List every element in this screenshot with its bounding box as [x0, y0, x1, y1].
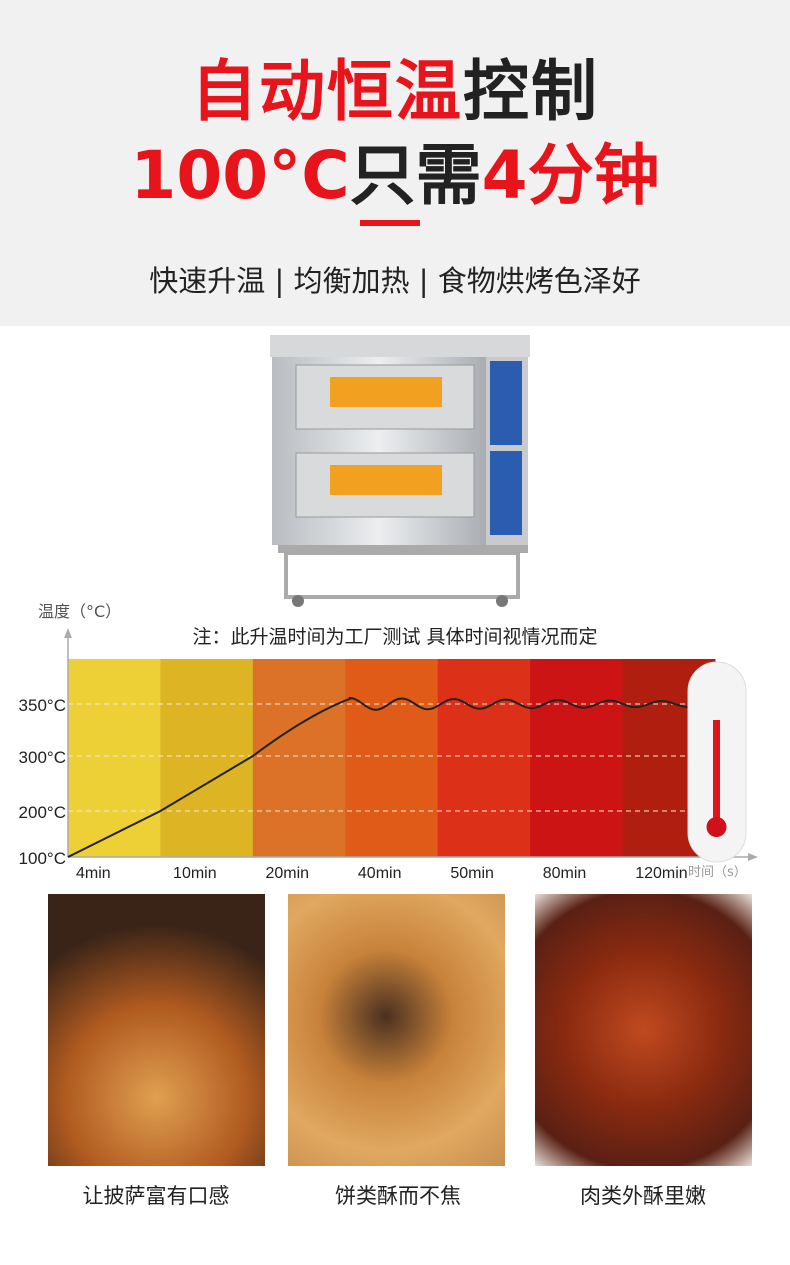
- y-tick-label: 100°C: [19, 849, 66, 868]
- chart-band: [252, 659, 346, 857]
- chart-band: [160, 659, 254, 857]
- x-tick-label: 120min: [635, 865, 687, 882]
- chart-band: [345, 659, 439, 857]
- x-tick-label: 50min: [450, 865, 494, 882]
- x-axis-arrow: [748, 853, 758, 861]
- oven-image: [270, 335, 530, 607]
- x-tick-label: 4min: [76, 865, 111, 882]
- temperature-chart: 100°C 200°C 300°C 350°C 4min 10min 20min 40min 5…: [19, 628, 758, 882]
- headline-1: 自动恒温控制: [191, 53, 599, 130]
- chart-band: [437, 659, 531, 857]
- chart-note: 注：此升温时间为工厂测试 具体时间视情况而定: [192, 626, 598, 648]
- temperature-curve: [67, 696, 688, 858]
- chart-band: [68, 659, 161, 857]
- y-axis-label: 温度（°C）: [38, 602, 122, 621]
- subtitle: 快速升温 | 均衡加热 | 食物烘烤色泽好: [149, 264, 641, 298]
- divider: [360, 220, 420, 226]
- food-caption: 肉类外酥里嫩: [580, 1184, 706, 1208]
- y-axis-arrow: [64, 628, 72, 638]
- hero-banner: 自动恒温控制 100°C只需4分钟 快速升温 | 均衡加热 | 食物烘烤色泽好: [0, 0, 790, 326]
- chart-band: [530, 659, 624, 857]
- y-tick-label: 300°C: [19, 748, 66, 767]
- x-tick-label: 40min: [358, 865, 402, 882]
- food-caption: 饼类酥而不焦: [335, 1184, 461, 1208]
- x-tick-label: 10min: [173, 865, 217, 882]
- x-axis-label: 时间（s）: [688, 865, 747, 880]
- pizza-image: [48, 894, 265, 1166]
- pastry-image: [288, 894, 505, 1166]
- x-tick-label: 80min: [543, 865, 587, 882]
- y-tick-label: 350°C: [19, 696, 66, 715]
- chicken-wings-image: [535, 894, 752, 1166]
- thermometer-bulb: [706, 817, 727, 837]
- x-tick-label: 20min: [265, 865, 309, 882]
- y-tick-label: 200°C: [19, 803, 66, 822]
- headline-2: 100°C只需4分钟: [130, 137, 660, 214]
- food-caption: 让披萨富有口感: [82, 1184, 230, 1208]
- thermometer-mercury: [713, 720, 720, 830]
